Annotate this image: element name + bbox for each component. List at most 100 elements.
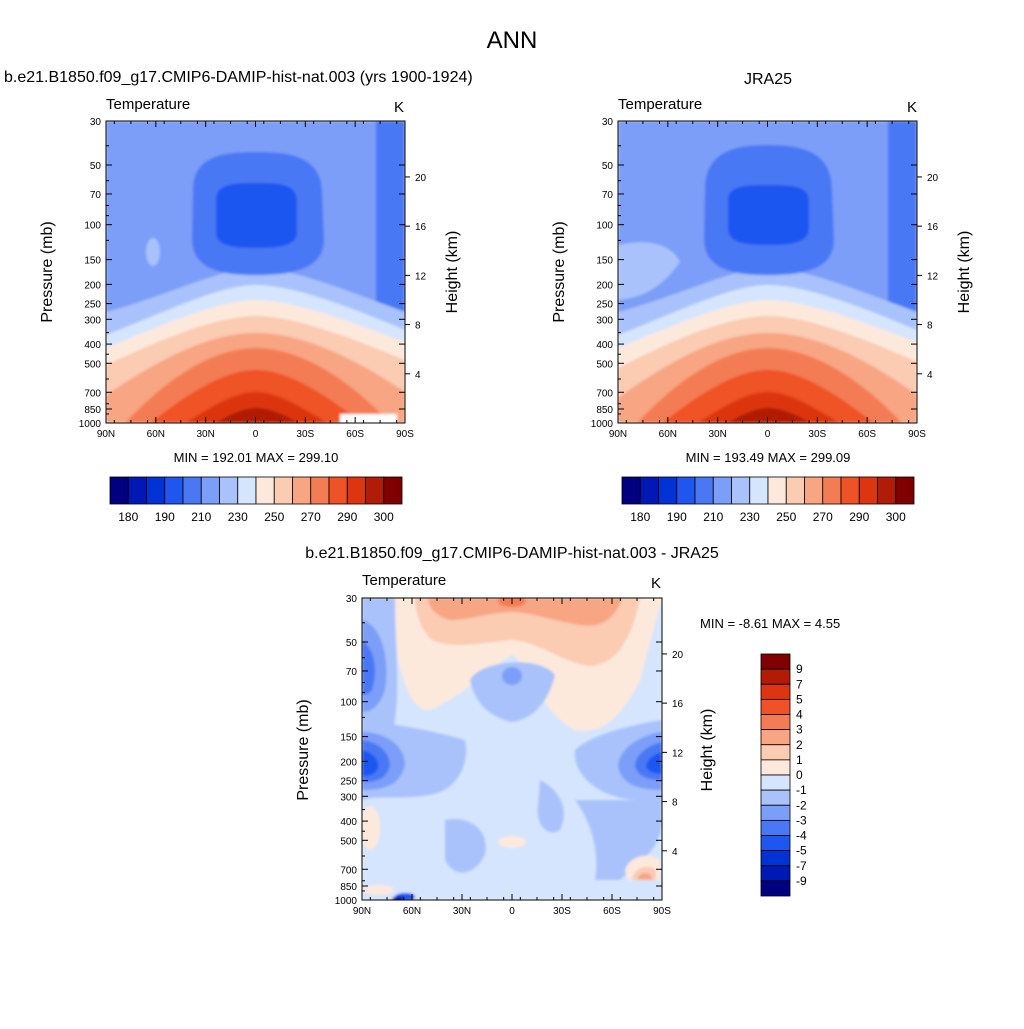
colorbar-label: 270 xyxy=(813,510,833,524)
y2-tick-label: 8 xyxy=(415,321,421,332)
colorbar-swatch xyxy=(621,476,641,505)
y2-tick-label: 16 xyxy=(415,222,427,233)
colorbar-swatch xyxy=(760,850,791,867)
colorbar-swatch xyxy=(164,476,184,505)
y-tick-label: 70 xyxy=(90,190,102,201)
units-label: K xyxy=(651,575,661,592)
colorbar-label: -2 xyxy=(796,798,807,812)
colorbar-label: -4 xyxy=(796,829,807,843)
y2-tick-label: 12 xyxy=(672,748,684,759)
colorbar-swatch xyxy=(219,476,239,505)
colorbar-label: 300 xyxy=(886,510,906,524)
colorbar-label: 180 xyxy=(118,510,138,524)
colorbar-label: 210 xyxy=(191,510,211,524)
colorbar-label: 0 xyxy=(796,768,803,782)
contour-field xyxy=(362,598,662,900)
y2-tick-label: 4 xyxy=(415,370,421,381)
y2-tick-label: 12 xyxy=(927,271,939,282)
y-tick-label: 300 xyxy=(596,315,613,326)
y-tick-label: 250 xyxy=(596,300,613,311)
y2-tick-label: 16 xyxy=(927,222,939,233)
y2-axis-label: Height (km) xyxy=(956,231,973,314)
y-tick-label: 250 xyxy=(340,777,357,788)
x-tick-label: 30N xyxy=(708,429,726,440)
colorbar-label: 290 xyxy=(337,510,357,524)
units-label: K xyxy=(394,99,404,116)
y-tick-label: 50 xyxy=(602,161,614,172)
colorbar-swatch xyxy=(712,476,732,505)
colorbar-swatch xyxy=(676,476,696,505)
y-tick-label: 400 xyxy=(84,340,101,351)
x-tick-label: 90N xyxy=(97,429,115,440)
variable-label: Temperature xyxy=(618,96,702,113)
y2-tick-label: 12 xyxy=(415,271,427,282)
panel-obs: JRA25 Temperature K 30 50 70 100 150 xyxy=(551,71,973,524)
colorbar-label: 4 xyxy=(796,708,803,722)
colorbar-label: 7 xyxy=(796,677,803,691)
x-tick-label: 60S xyxy=(346,429,364,440)
y-axis-label: Pressure (mb) xyxy=(551,221,568,322)
y2-tick-label: 8 xyxy=(927,321,933,332)
x-tick-label: 90S xyxy=(908,429,926,440)
x-tick-label: 60N xyxy=(403,906,421,917)
colorbar-swatch xyxy=(840,476,860,505)
colorbar-swatch xyxy=(760,774,791,791)
min-max-stats: MIN = -8.61 MAX = 4.55 xyxy=(700,616,840,631)
x-tick-label: 30N xyxy=(196,429,214,440)
x-tick-label: 90N xyxy=(609,429,627,440)
y-tick-label: 50 xyxy=(90,161,102,172)
colorbar-swatch xyxy=(760,698,791,715)
y-tick-label: 500 xyxy=(340,836,357,847)
y-tick-label: 700 xyxy=(84,388,101,399)
y-tick-label: 70 xyxy=(346,667,358,678)
colorbar-label: 2 xyxy=(796,738,803,752)
colorbar-swatch xyxy=(760,729,791,746)
colorbar-swatch xyxy=(760,744,791,761)
x-tick-label: 30S xyxy=(808,429,826,440)
colorbar-label: 270 xyxy=(301,510,321,524)
colorbar-swatch xyxy=(273,476,293,505)
x-tick-label: 30S xyxy=(553,906,571,917)
colorbar-swatch xyxy=(694,476,714,505)
y2-axis-label: Height (km) xyxy=(444,231,461,314)
y-axis-label: Pressure (mb) xyxy=(295,699,312,800)
y-tick-label: 700 xyxy=(340,865,357,876)
y2-tick-label: 4 xyxy=(927,370,933,381)
colorbar-label: 190 xyxy=(667,510,687,524)
x-tick-label: 30S xyxy=(296,429,314,440)
y-tick-label: 150 xyxy=(340,733,357,744)
x-tick-label: 60N xyxy=(659,429,677,440)
panel-title: b.e21.B1850.f09_g17.CMIP6-DAMIP-hist-nat… xyxy=(305,545,719,562)
colorbar-label: -7 xyxy=(796,859,807,873)
contour-field xyxy=(106,121,405,423)
colorbar-label: 5 xyxy=(796,692,803,706)
colorbar-label: 3 xyxy=(796,723,803,737)
colorbar-swatch xyxy=(760,759,791,776)
y-tick-label: 300 xyxy=(340,792,357,803)
x-tick-label: 0 xyxy=(765,429,771,440)
colorbar-swatch xyxy=(760,789,791,806)
colorbar-label: 1 xyxy=(796,753,803,767)
x-tick-label: 0 xyxy=(253,429,259,440)
y2-tick-label: 20 xyxy=(672,650,684,661)
y2-tick-label: 4 xyxy=(672,847,678,858)
colorbar: 180 190 210 230 250 270 290 300 xyxy=(109,476,403,524)
x-tick-label: 90N xyxy=(353,906,371,917)
y-tick-label: 150 xyxy=(596,256,613,267)
axis-ticks: 30 50 70 100 150 200 250 300 400 500 700 850 1000 20 1… xyxy=(79,117,427,440)
colorbar-swatch xyxy=(383,476,403,505)
colorbar-swatch xyxy=(328,476,348,505)
colorbar-label: 230 xyxy=(228,510,248,524)
colorbar-swatch xyxy=(346,476,366,505)
colorbar-swatch xyxy=(804,476,824,505)
colorbar-label: -3 xyxy=(796,813,807,827)
y-tick-label: 850 xyxy=(340,882,357,893)
variable-label: Temperature xyxy=(362,572,446,589)
colorbar-label: 9 xyxy=(796,662,803,676)
colorbar-swatch xyxy=(365,476,385,505)
colorbar-label: -5 xyxy=(796,844,807,858)
contour-field xyxy=(618,121,917,423)
y-tick-label: 100 xyxy=(596,221,613,232)
colorbar-swatch xyxy=(760,668,791,685)
